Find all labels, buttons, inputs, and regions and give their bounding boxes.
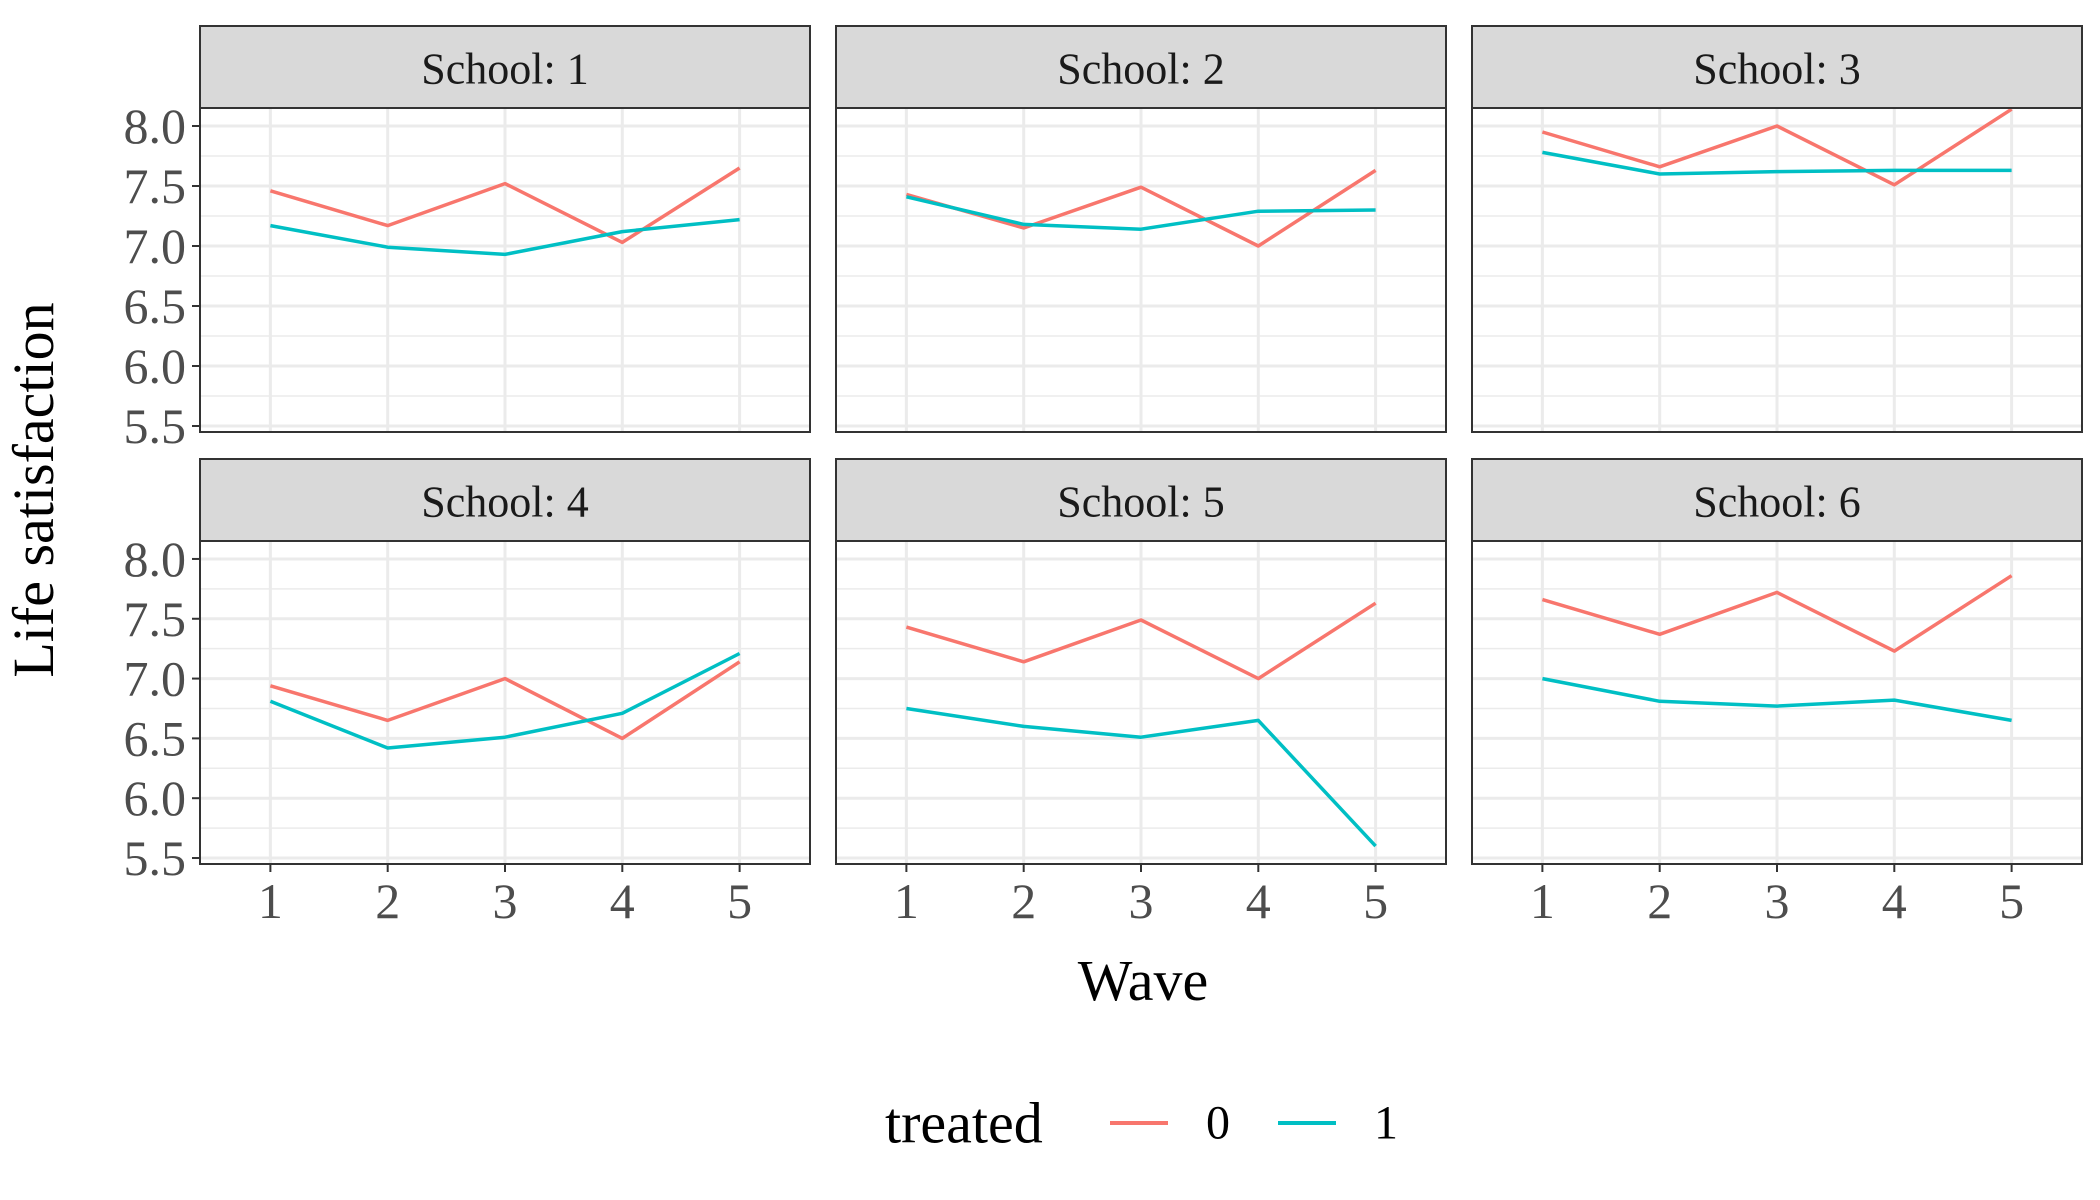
y-tick-label: 6.0: [124, 770, 187, 826]
facet-strip-label: School: 2: [1057, 45, 1224, 94]
series-line-treated-1: [906, 706, 1377, 848]
x-tick-label: 2: [375, 873, 400, 929]
panel-border: [1471, 107, 2083, 433]
x-tick-label: 1: [894, 873, 919, 929]
facet-strip-label: School: 3: [1693, 45, 1860, 94]
y-tick-label: 7.5: [124, 158, 187, 214]
y-axis-title: Life satisfaction: [1, 302, 66, 677]
y-tick-label: 7.0: [124, 651, 187, 707]
facet-strip: [199, 458, 811, 542]
legend-label-treated-0: 0: [1206, 1097, 1230, 1150]
series-line-treated-1: [269, 651, 741, 750]
y-tick-label: 6.5: [124, 710, 187, 766]
series-line-treated-0: [269, 166, 741, 245]
facet-strip: [1471, 458, 2083, 542]
series-line-treated-1: [270, 217, 740, 257]
facet-panel-2: School: 2: [835, 25, 1447, 433]
y-tick-label: 7.5: [124, 591, 187, 647]
legend-label-treated-1: 1: [1374, 1097, 1398, 1150]
facet-panel-1: School: 1 5.56.06.57.07.58.0: [124, 25, 811, 454]
facet-strip: [199, 25, 811, 109]
facet-strip: [835, 25, 1447, 109]
x-tick-label: 4: [1882, 873, 1907, 929]
series-line-treated-0: [1541, 574, 2013, 653]
y-tick-label: 6.0: [124, 338, 187, 394]
x-axis-title: Wave: [1078, 948, 1209, 1013]
facet-panel-5: School: 5 1 2 3 4 5: [835, 458, 1447, 929]
series-line-treated-1: [1542, 150, 2012, 176]
y-tick-label: 6.5: [124, 278, 187, 334]
x-tick-label: 2: [1647, 873, 1672, 929]
series-line-treated-0: [905, 601, 1377, 681]
x-tick-label: 1: [1530, 873, 1555, 929]
series-line-treated-0: [1541, 107, 2013, 187]
facet-strip-label: School: 5: [1057, 478, 1224, 527]
series-line-treated-0: [269, 660, 741, 741]
x-tick-label: 3: [1129, 873, 1154, 929]
panel-border: [835, 107, 1447, 433]
x-tick-label: 5: [727, 873, 752, 929]
facet-strip-label: School: 1: [421, 45, 588, 94]
y-tick-label: 5.5: [124, 830, 187, 886]
facet-strip: [835, 458, 1447, 542]
x-tick-label: 4: [1246, 873, 1271, 929]
y-tick-label: 8.0: [124, 531, 187, 587]
x-tick-label: 1: [258, 873, 283, 929]
x-tick-label: 2: [1011, 873, 1036, 929]
x-tick-label: 3: [1765, 873, 1790, 929]
panel-border: [199, 107, 811, 433]
y-tick-label: 8.0: [124, 98, 187, 154]
x-tick-label: 4: [610, 873, 635, 929]
facet-strip: [1471, 25, 2083, 109]
x-tick-label: 5: [1363, 873, 1388, 929]
y-tick-label: 7.0: [124, 218, 187, 274]
y-tick-label: 5.5: [124, 398, 187, 454]
facet-panel-6: School: 6 1 2 3 4 5: [1471, 458, 2083, 929]
facet-panel-4: School: 4 5.56.06.57.07.58.0 1 2 3 4 5: [124, 458, 811, 929]
series-line-treated-1: [1542, 676, 2012, 723]
x-tick-label: 5: [1999, 873, 2024, 929]
legend-title: treated: [885, 1091, 1043, 1156]
x-tick-label: 3: [493, 873, 518, 929]
facet-strip-label: School: 6: [1693, 478, 1860, 527]
facet-panel-3: School: 3: [1471, 25, 2083, 433]
series-line-treated-1: [905, 195, 1376, 231]
facet-strip-label: School: 4: [421, 478, 588, 527]
